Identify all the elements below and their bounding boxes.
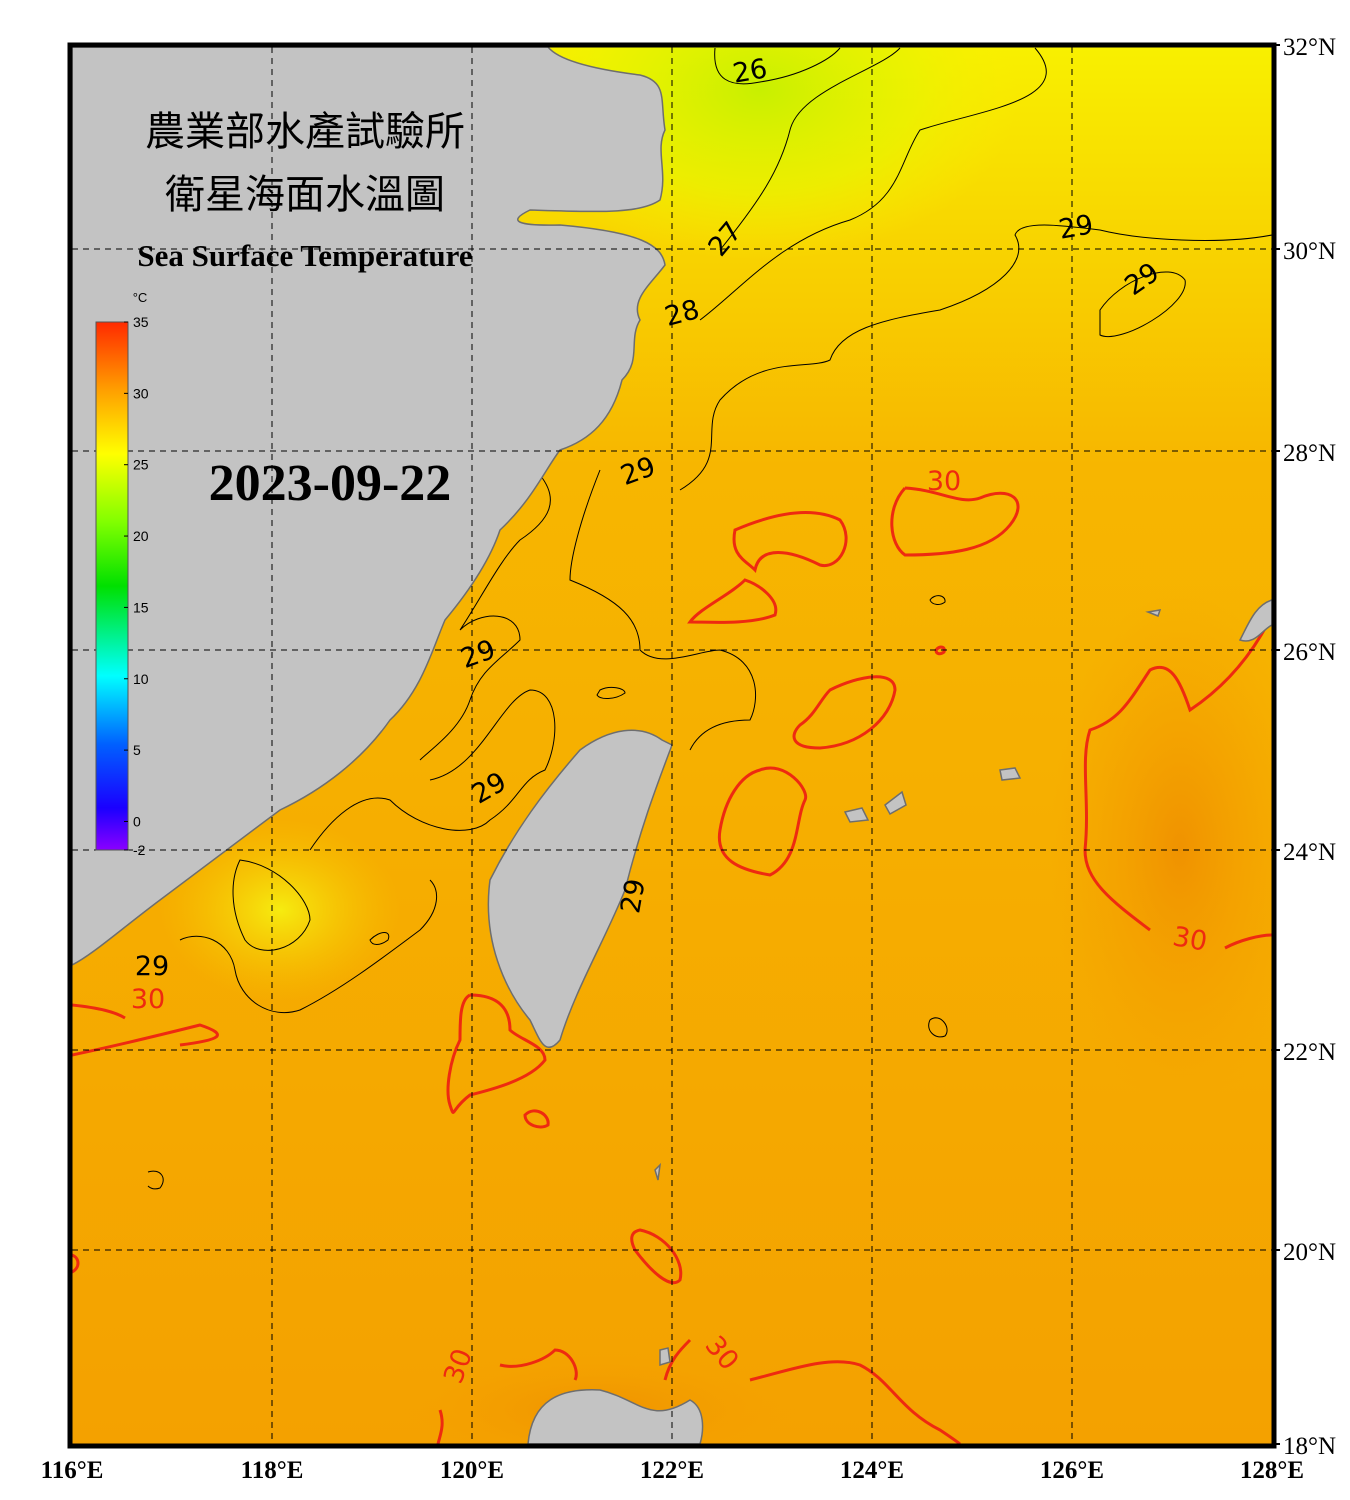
contour-label: 30 [131, 984, 165, 1015]
contour [1224, 933, 1272, 950]
axis-labels: 116°E 118°E 120°E 122°E 124°E 126°E 128°E 32°N 3… [41, 34, 1336, 1484]
contour [232, 859, 311, 951]
colorbar-tick-label: 30 [133, 385, 149, 401]
lat-label: 32°N [1283, 34, 1336, 61]
contour [679, 224, 1272, 491]
contour-label: 30 [927, 466, 961, 497]
lat-label: 28°N [1283, 440, 1336, 467]
colorbar [95, 321, 129, 851]
contour [890, 486, 1020, 557]
lat-label: 18°N [1283, 1433, 1336, 1460]
lon-label: 124°E [840, 1457, 904, 1484]
contour [147, 1170, 164, 1190]
contour [749, 1360, 961, 1444]
contour [719, 47, 901, 251]
contour-label: 26 [730, 53, 769, 89]
contour [569, 469, 756, 751]
island [659, 1347, 671, 1367]
contours-black [147, 47, 1272, 1190]
island [884, 790, 907, 816]
lon-label: 126°E [1040, 1457, 1104, 1484]
lat-label: 22°N [1283, 1039, 1336, 1066]
lon-label: 116°E [41, 1457, 104, 1484]
contour [419, 474, 551, 761]
graticule [72, 47, 1272, 1444]
contour [1083, 614, 1272, 932]
title-line: 衛星海面水溫圖 [165, 172, 445, 218]
contour [717, 766, 808, 877]
contour [792, 675, 897, 750]
contour [436, 1409, 444, 1444]
contour [1099, 271, 1186, 337]
island [843, 807, 870, 823]
luzon [527, 1389, 704, 1444]
contour [309, 689, 556, 851]
contour [72, 1253, 80, 1274]
lat-label: 24°N [1283, 839, 1336, 866]
date: 2023-09-22 [209, 455, 452, 512]
contour [934, 645, 946, 656]
map-frame [67, 42, 1277, 1449]
lon-label: 118°E [241, 1457, 304, 1484]
colorbar-tick-label: -2 [133, 842, 146, 858]
contour-label: 29 [135, 951, 169, 982]
colorbar-unit: °C [133, 290, 148, 305]
contour [929, 595, 946, 605]
contour [699, 47, 1047, 321]
lon-label: 122°E [640, 1457, 704, 1484]
contour [72, 1003, 126, 1020]
contour [179, 879, 438, 1014]
contour-label: 29 [1056, 209, 1095, 245]
colorbar-tick-label: 25 [133, 457, 149, 473]
contour [687, 578, 778, 624]
island [999, 767, 1022, 781]
taiwan [487, 729, 673, 1049]
contour [714, 47, 841, 85]
colorbar-tick-label: 35 [133, 314, 149, 330]
contour [523, 1109, 550, 1129]
colorbar-tick-label: 5 [133, 742, 141, 758]
contour [928, 1017, 948, 1038]
island [1238, 599, 1272, 642]
lat-label: 20°N [1283, 1239, 1336, 1266]
mainland [72, 47, 666, 966]
contour [596, 686, 626, 699]
colorbar-ticks: 35 30 25 20 15 10 5 0 -2 [124, 314, 149, 858]
contour [369, 932, 390, 945]
contour [446, 993, 547, 1114]
colorbar-tick-label: 20 [133, 528, 149, 544]
island [654, 1162, 662, 1181]
subtitle: Sea Surface Temperature [137, 238, 472, 273]
contours-red [72, 486, 1272, 1444]
lat-label: 26°N [1283, 639, 1336, 666]
contour [499, 1348, 578, 1381]
lat-label: 30°N [1283, 238, 1336, 265]
contour-label: 30 [1170, 921, 1209, 957]
colorbar-tick-label: 15 [133, 599, 149, 615]
strait-water [160, 820, 400, 1000]
island [1145, 609, 1162, 617]
title-line: 農業部水產試驗所 [145, 109, 465, 155]
lon-label: 120°E [440, 1457, 504, 1484]
land [72, 47, 1272, 1444]
contour [732, 511, 848, 574]
colorbar-tick-label: 0 [133, 813, 141, 829]
contour [630, 1228, 683, 1285]
contour-label: 29 [615, 876, 651, 915]
contour [72, 1023, 219, 1057]
lon-label: 128°E [1240, 1457, 1304, 1484]
contour [663, 1338, 692, 1381]
colorbar-tick-label: 10 [133, 671, 149, 687]
